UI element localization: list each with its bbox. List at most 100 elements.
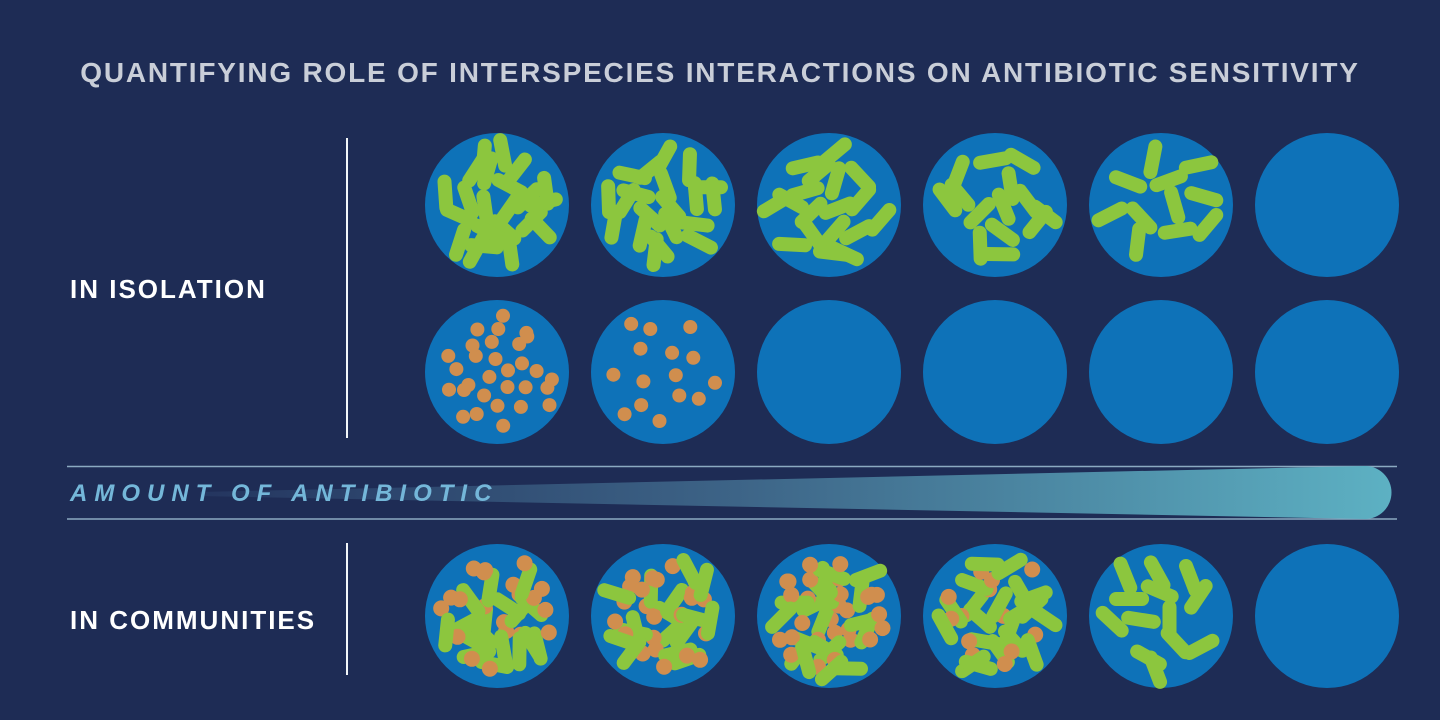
orange-dot-bacterium [501, 363, 515, 378]
green-rod-bacterium [705, 176, 722, 217]
green-rod-bacterium [997, 614, 1020, 653]
green-rod-bacterium [495, 191, 524, 227]
petri-dish-in-isolation-2 [591, 300, 735, 444]
petri-dish-in-isolation-6 [1255, 133, 1399, 277]
petri-dish-agar [591, 544, 735, 688]
petri-dish-in-communities-5 [1089, 544, 1233, 689]
green-rod-bacterium [655, 189, 687, 224]
isolation-divider-line [346, 138, 348, 438]
green-rod-bacterium [680, 228, 718, 255]
orange-dot-bacterium [686, 350, 701, 365]
green-rod-bacterium [456, 644, 497, 665]
orange-dot-bacterium [617, 626, 634, 643]
green-rod-bacterium [991, 552, 1028, 581]
orange-dot-bacterium [647, 641, 664, 658]
orange-dot-bacterium [477, 388, 492, 403]
orange-dot-bacterium [1003, 643, 1020, 660]
orange-dot-bacterium [443, 589, 460, 606]
orange-dot-bacterium [624, 316, 639, 331]
orange-dot-bacterium [973, 563, 990, 580]
orange-dot-bacterium [484, 334, 499, 349]
orange-dot-bacterium [664, 558, 681, 575]
orange-dot-bacterium [633, 581, 650, 598]
green-rod-bacterium [682, 147, 697, 188]
green-rod-bacterium [1125, 201, 1158, 235]
green-rod-bacterium [843, 611, 884, 633]
orange-dot-bacterium [665, 345, 680, 360]
green-rod-bacterium [474, 655, 515, 674]
petri-dish-agar [425, 544, 569, 688]
orange-dot-bacterium [607, 613, 624, 630]
orange-dot-bacterium [645, 629, 662, 646]
green-rod-bacterium [1091, 201, 1129, 228]
orange-dot-bacterium [822, 611, 839, 628]
orange-dot-bacterium [525, 589, 542, 606]
petri-dish-agar [923, 300, 1067, 444]
green-rod-bacterium [1008, 574, 1036, 612]
orange-dot-bacterium [652, 414, 667, 428]
green-rod-bacterium [848, 563, 888, 588]
green-rod-bacterium [946, 154, 970, 194]
green-rod-bacterium [811, 600, 836, 639]
petri-dish-agar [757, 544, 901, 688]
green-rod-bacterium [470, 218, 507, 245]
orange-dot-bacterium [691, 391, 706, 406]
green-rod-bacterium [1192, 207, 1224, 242]
green-rod-bacterium [653, 166, 677, 205]
green-rod-bacterium [523, 192, 563, 213]
green-rod-bacterium [985, 633, 1015, 670]
orange-dot-bacterium [634, 398, 649, 413]
green-rod-bacterium [931, 608, 959, 646]
orange-dot-bacterium [519, 325, 534, 340]
orange-dot-bacterium [802, 556, 819, 573]
orange-dot-bacterium [679, 647, 695, 664]
orange-dot-bacterium [542, 398, 557, 413]
green-rod-bacterium [655, 616, 690, 648]
orange-dot-bacterium [496, 418, 511, 433]
green-rod-bacterium [955, 649, 991, 679]
orange-dot-bacterium [518, 380, 533, 395]
orange-dot-bacterium [520, 329, 535, 344]
orange-dot-bacterium [496, 308, 510, 323]
petri-dish-agar [923, 544, 1067, 688]
green-rod-bacterium [1003, 598, 1040, 626]
green-rod-bacterium [510, 182, 544, 215]
green-rod-bacterium [493, 133, 513, 173]
orange-dot-bacterium [687, 573, 704, 590]
orange-dot-bacterium [672, 388, 687, 403]
orange-dot-bacterium [515, 356, 529, 371]
green-rod-bacterium [660, 582, 689, 619]
green-rod-bacterium [612, 182, 641, 220]
orange-dot-bacterium [1024, 561, 1041, 578]
green-rod-bacterium [798, 217, 828, 253]
orange-dot-bacterium [617, 407, 632, 422]
orange-dot-bacterium [656, 658, 673, 675]
orange-dot-bacterium [832, 556, 849, 573]
orange-dot-bacterium [780, 573, 797, 590]
green-rod-bacterium [632, 213, 653, 253]
orange-dot-bacterium [826, 624, 843, 641]
green-rod-bacterium [774, 595, 815, 610]
green-rod-bacterium [826, 241, 864, 267]
orange-dot-bacterium [683, 589, 700, 606]
orange-dot-bacterium [964, 647, 981, 663]
orange-dot-bacterium [482, 369, 497, 384]
green-rod-bacterium [524, 211, 557, 245]
green-rod-bacterium [537, 170, 555, 211]
green-rod-bacterium [819, 214, 851, 249]
green-rod-bacterium [616, 183, 656, 205]
orange-dot-bacterium [491, 322, 506, 336]
orange-dot-bacterium [683, 320, 698, 334]
green-rod-bacterium [448, 223, 472, 262]
green-rod-bacterium [973, 151, 1013, 170]
orange-dot-bacterium [668, 368, 683, 383]
green-rod-bacterium [515, 205, 548, 238]
green-rod-bacterium [440, 202, 478, 228]
orange-dot-bacterium [537, 601, 554, 618]
orange-dot-bacterium [616, 593, 633, 610]
orange-dot-bacterium [451, 591, 468, 608]
green-rod-bacterium [448, 610, 486, 637]
green-rod-bacterium [963, 197, 996, 230]
green-rod-bacterium [818, 196, 857, 220]
petri-dish-agar [1255, 544, 1399, 688]
